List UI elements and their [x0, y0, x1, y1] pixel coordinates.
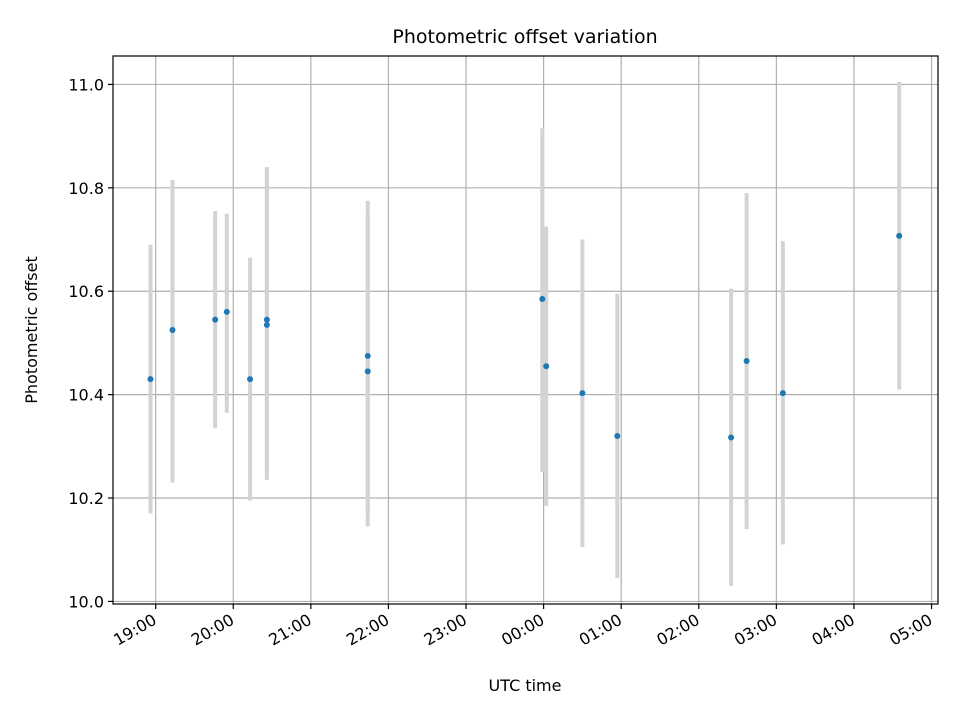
data-point: [539, 295, 546, 302]
data-point: [247, 376, 254, 383]
y-axis-ticks: 10.0 10.2 10.4 10.6 10.8 11.0: [68, 75, 113, 611]
y-tick-label: 10.4: [68, 386, 104, 405]
data-point: [223, 308, 230, 315]
y-axis-label: Photometric offset: [22, 256, 41, 404]
data-point: [212, 316, 219, 323]
data-point: [364, 352, 371, 359]
y-tick-label: 10.6: [68, 282, 104, 301]
data-point: [543, 363, 550, 370]
data-point: [263, 316, 270, 323]
data-point: [728, 434, 735, 441]
data-point: [364, 368, 371, 375]
x-axis-label: UTC time: [489, 676, 562, 695]
y-tick-label: 10.0: [68, 592, 104, 611]
data-point: [743, 358, 750, 365]
data-point: [614, 432, 621, 439]
y-tick-label: 10.8: [68, 179, 104, 198]
y-tick-label: 10.2: [68, 489, 104, 508]
data-point: [169, 327, 176, 333]
data-point: [579, 390, 586, 397]
data-point: [779, 390, 786, 397]
plot-frame: [112, 55, 939, 605]
data-point: [263, 321, 270, 328]
data-point: [896, 232, 903, 239]
y-tick-label: 11.0: [68, 75, 104, 94]
data-point: [147, 376, 154, 383]
data-points: [147, 232, 903, 441]
chart-title: Photometric offset variation: [392, 26, 657, 48]
